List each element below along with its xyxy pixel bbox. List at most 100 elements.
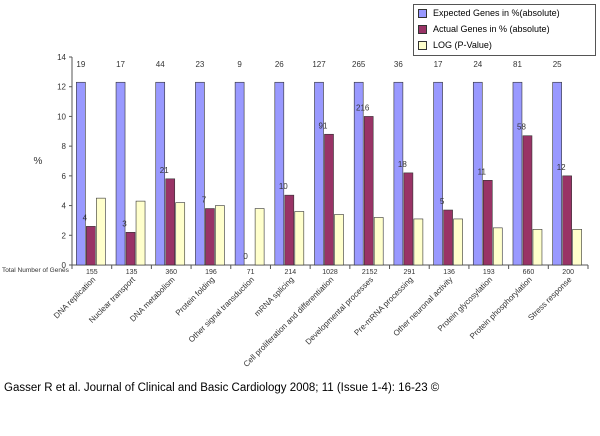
bar-series-1 [284,194,295,266]
bar-series-2 [294,211,305,266]
legend-swatch-log-pvalue [418,40,427,50]
bar-series-0 [274,81,285,266]
data-label-actual: 216 [356,103,370,112]
data-label-actual: 11 [478,167,487,176]
y-axis-title: % [34,156,43,167]
bar-series-1 [324,133,334,266]
data-label-expected: 26 [275,60,284,69]
legend-label-expected: Expected Genes in %(absolute) [433,8,560,18]
total-genes-value: 135 [126,269,138,276]
bar-series-0 [393,81,404,266]
bar-series-2 [254,208,265,266]
chart: 0 2 4 6 8 10 12 14% Total Number of Genes 19 4 155 D… [2,4,596,369]
bar-series-0 [314,81,324,266]
bar-series-1 [125,232,136,266]
legend: Expected Genes in %(absolute) Actual Gen… [413,4,596,56]
category-label: Other signal transduction [187,275,256,344]
bar-series-2 [334,214,344,266]
data-label-expected: 36 [394,60,403,69]
data-label-actual: 0 [243,252,248,261]
bar-series-1 [522,135,533,266]
bar-series-0 [234,81,245,266]
data-label-expected: 127 [312,60,326,69]
bar-series-2 [532,229,543,266]
data-label-actual: 3 [122,219,127,228]
data-label-expected: 24 [473,60,482,69]
bar-series-1 [443,209,453,266]
data-label-actual: 21 [160,166,169,175]
total-genes-value: 2152 [362,269,378,276]
total-genes-value: 155 [86,269,98,276]
category-label: mRNA splicing [253,275,296,318]
legend-swatch-actual [418,24,427,34]
data-label-actual: 12 [557,163,566,172]
category-label: Developmental processes [304,275,375,346]
legend-label-actual: Actual Genes in % (absolute) [433,24,550,34]
total-genes-value: 71 [247,269,255,276]
data-label-actual: 5 [440,197,445,206]
bar-series-2 [572,229,582,266]
total-genes-value: 360 [165,269,177,276]
y-tick-label: 14 [57,53,66,62]
data-label-expected: 23 [195,60,204,69]
total-genes-value: 193 [483,269,495,276]
category-label: Protein folding [174,275,217,318]
bar-series-1 [205,208,215,266]
data-label-actual: 10 [279,182,288,191]
bar-series-1 [86,226,96,266]
total-genes-value: 136 [443,269,455,276]
total-genes-value: 214 [284,269,296,276]
legend-item-actual: Actual Genes in % (absolute) [414,21,595,37]
bar-series-2 [492,227,503,266]
legend-label-log-pvalue: LOG (P-Value) [433,40,492,50]
y-tick-label: 8 [62,142,67,151]
data-label-expected: 19 [76,60,85,69]
bar-series-2 [373,217,384,266]
total-genes-value: 1028 [322,269,338,276]
y-tick-label: 10 [57,112,66,121]
y-tick-label: 12 [57,83,66,92]
bar-series-0 [155,81,166,266]
citation: Gasser R et al. Journal of Clinical and … [4,382,440,394]
bar-series-0 [433,81,443,266]
bar-series-1 [363,116,374,266]
data-label-expected: 81 [513,60,522,69]
bar-series-0 [115,81,126,266]
legend-item-log-pvalue: LOG (P-Value) [414,37,595,53]
bar-series-2 [175,202,186,266]
bar-series-1 [165,178,176,266]
total-genes-value: 200 [562,269,574,276]
bar-series-0 [472,81,483,266]
data-label-actual: 91 [319,121,328,130]
bar-series-0 [552,81,562,266]
bar-series-0 [76,81,86,266]
bar-series-0 [195,81,205,266]
data-label-expected: 44 [156,60,165,69]
y-tick-label: 6 [62,172,67,181]
data-label-expected: 17 [434,60,443,69]
data-label-expected: 25 [553,60,562,69]
category-label: DNA replication [52,275,97,320]
data-label-expected: 17 [116,60,125,69]
bar-series-2 [413,218,424,266]
data-label-actual: 18 [398,160,407,169]
bar-series-2 [215,205,225,266]
bar-series-0 [353,81,364,266]
y-tick-label: 0 [62,261,67,270]
bar-series-2 [135,200,146,266]
total-genes-value: 196 [205,269,217,276]
bar-series-1 [562,175,572,266]
data-label-actual: 4 [83,213,88,222]
data-label-actual: 58 [517,123,526,132]
bar-series-2 [453,218,463,266]
bar-series-2 [96,197,106,266]
total-genes-value: 660 [523,269,535,276]
data-label-expected: 9 [237,60,242,69]
y-tick-label: 2 [62,231,67,240]
legend-item-expected: Expected Genes in %(absolute) [414,5,595,21]
bar-series-1 [403,172,414,266]
y-tick-label: 4 [62,202,67,211]
total-genes-value: 291 [404,269,416,276]
bar-series-0 [512,81,523,266]
